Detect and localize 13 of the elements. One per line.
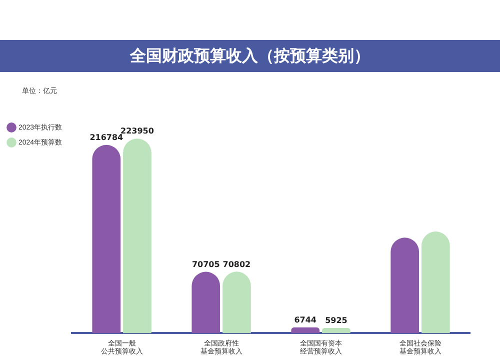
data-label: 70802 xyxy=(222,260,251,269)
bar xyxy=(322,328,350,334)
bar xyxy=(92,144,121,334)
data-label: 5925 xyxy=(325,316,348,326)
chart-title: 全国财政预算收入（按预算类别） xyxy=(0,40,500,72)
bar xyxy=(421,232,450,334)
bar xyxy=(222,272,251,334)
data-label: 70705 xyxy=(192,260,220,269)
bar xyxy=(192,272,220,334)
bar xyxy=(291,327,320,334)
bar xyxy=(390,238,420,334)
data-label: 6744 xyxy=(294,315,317,324)
bar xyxy=(123,138,152,334)
